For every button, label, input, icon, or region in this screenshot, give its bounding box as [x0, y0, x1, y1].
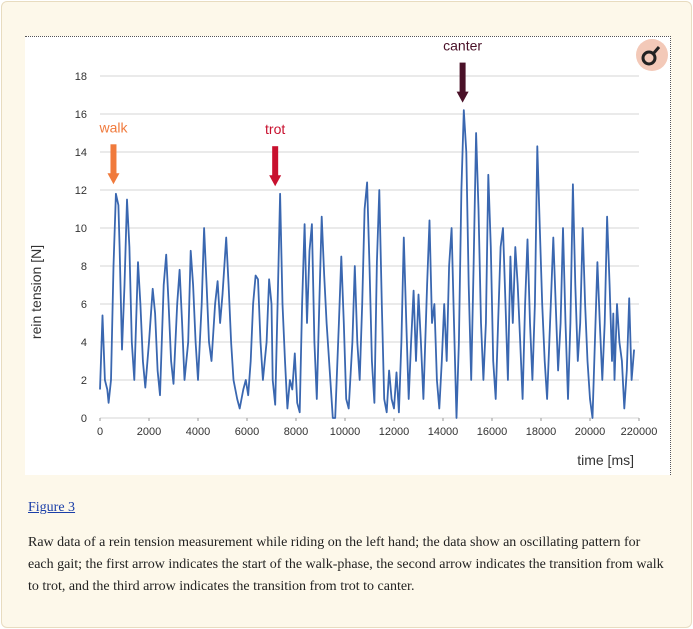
y-tick-label: 12 [75, 185, 87, 197]
x-tick-label: 16000 [477, 426, 508, 438]
y-tick-label: 6 [81, 299, 87, 311]
caption: Raw data of a rein tension measurement w… [28, 535, 664, 594]
x-tick-label: 6000 [235, 426, 259, 438]
y-tick-label: 8 [81, 261, 87, 273]
x-tick-label: 8000 [284, 426, 308, 438]
annotation-label: canter [443, 38, 482, 54]
y-axis-label: rein tension [N] [28, 245, 44, 339]
y-tick-label: 0 [81, 413, 87, 425]
x-tick-label: 2000 [137, 426, 161, 438]
x-tick-label: 14000 [428, 426, 459, 438]
y-tick-label: 2 [81, 375, 87, 387]
x-tick-label: 4000 [186, 426, 210, 438]
x-tick-label: 0 [97, 426, 103, 438]
annotation-arrowhead [269, 175, 282, 187]
annotation-arrow [110, 144, 117, 175]
x-tick-label: 10000 [330, 426, 361, 438]
x-tick-label: 18000 [526, 426, 557, 438]
x-tick-label: 20000 [575, 426, 606, 438]
icon-glyph [651, 46, 661, 55]
y-tick-label: 10 [75, 223, 87, 235]
chart: rein tension [N] time [ms] 0 2 4 6 8 10 12 14 16… [28, 38, 668, 468]
annotation-arrowhead [107, 173, 120, 185]
annotation-label: walk [98, 119, 128, 135]
annotation-arrow [272, 146, 279, 177]
annotation-arrow [459, 62, 466, 93]
annotation-arrowhead [456, 91, 469, 103]
x-tick-label: 12000 [379, 426, 410, 438]
y-tick-label: 14 [75, 147, 87, 159]
icon[interactable] [636, 39, 668, 71]
data-line [99, 109, 635, 419]
annotation-label: trot [265, 121, 285, 137]
y-tick-label: 16 [75, 109, 87, 121]
x-axis-label: time [ms] [577, 452, 634, 468]
figure-box: rein tension [N] time [ms] 0 2 4 6 8 10 12 14 16… [25, 36, 671, 475]
icon-glyph [641, 50, 657, 66]
figure-link[interactable]: Figure 3 [28, 500, 76, 515]
y-tick-label: 4 [81, 337, 87, 349]
y-tick-label: 18 [75, 71, 87, 83]
x-tick-label: 220000 [621, 426, 658, 438]
